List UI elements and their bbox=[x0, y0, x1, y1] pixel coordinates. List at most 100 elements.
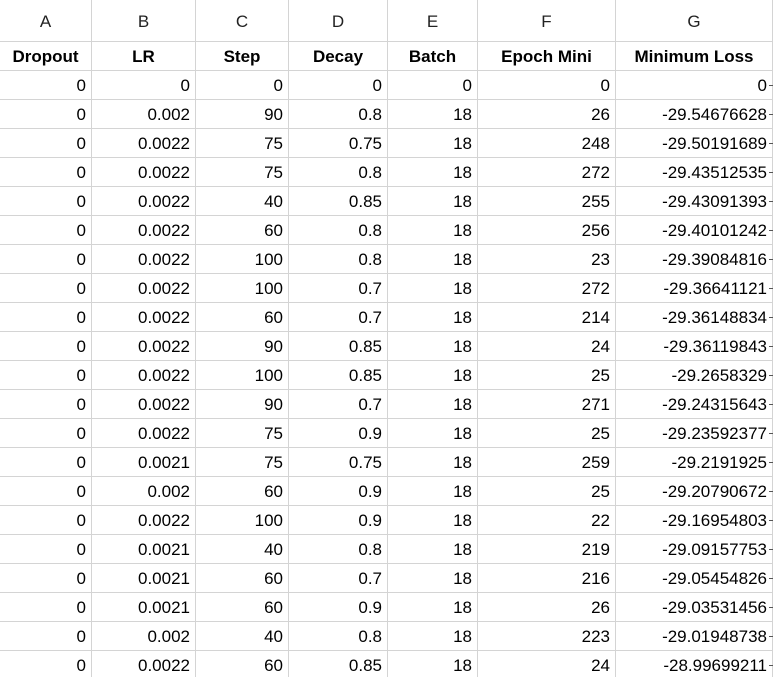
header-cell-epoch-mini[interactable]: Epoch Mini bbox=[478, 42, 616, 71]
column-letter-b[interactable]: B bbox=[92, 0, 196, 41]
cell-step[interactable]: 100 bbox=[196, 361, 289, 390]
cell-dropout[interactable]: 0 bbox=[0, 361, 92, 390]
cell-minimum-loss[interactable]: -29.36119843 bbox=[616, 332, 773, 361]
cell-lr[interactable]: 0.0022 bbox=[92, 390, 196, 419]
cell-step[interactable]: 40 bbox=[196, 187, 289, 216]
cell-decay[interactable]: 0.8 bbox=[289, 158, 388, 187]
cell-dropout[interactable]: 0 bbox=[0, 274, 92, 303]
cell-lr[interactable]: 0.002 bbox=[92, 100, 196, 129]
cell-batch[interactable]: 18 bbox=[388, 100, 478, 129]
cell-step[interactable]: 60 bbox=[196, 651, 289, 677]
cell-minimum-loss[interactable]: -29.03531456 bbox=[616, 593, 773, 622]
cell-batch[interactable]: 18 bbox=[388, 477, 478, 506]
cell-dropout[interactable]: 0 bbox=[0, 129, 92, 158]
cell-minimum-loss[interactable]: -29.05454826 bbox=[616, 564, 773, 593]
header-cell-batch[interactable]: Batch bbox=[388, 42, 478, 71]
cell-minimum-loss[interactable]: -29.2658329 bbox=[616, 361, 773, 390]
cell-dropout[interactable]: 0 bbox=[0, 506, 92, 535]
cell-batch[interactable]: 18 bbox=[388, 332, 478, 361]
cell-minimum-loss[interactable]: -29.20790672 bbox=[616, 477, 773, 506]
cell-step[interactable]: 60 bbox=[196, 216, 289, 245]
cell-epoch-mini[interactable]: 248 bbox=[478, 129, 616, 158]
cell-lr[interactable]: 0.0021 bbox=[92, 564, 196, 593]
cell-decay[interactable]: 0.85 bbox=[289, 332, 388, 361]
cell-lr[interactable]: 0.0022 bbox=[92, 129, 196, 158]
cell-batch[interactable]: 18 bbox=[388, 216, 478, 245]
cell-dropout[interactable]: 0 bbox=[0, 477, 92, 506]
cell-epoch-mini[interactable]: 23 bbox=[478, 245, 616, 274]
cell-step[interactable]: 75 bbox=[196, 448, 289, 477]
cell-minimum-loss[interactable]: -29.50191689 bbox=[616, 129, 773, 158]
cell-dropout[interactable]: 0 bbox=[0, 419, 92, 448]
cell-decay[interactable]: 0.9 bbox=[289, 506, 388, 535]
cell-lr[interactable]: 0.0022 bbox=[92, 303, 196, 332]
cell-lr[interactable]: 0.0022 bbox=[92, 506, 196, 535]
cell-minimum-loss[interactable]: -29.01948738 bbox=[616, 622, 773, 651]
cell-dropout[interactable]: 0 bbox=[0, 100, 92, 129]
cell-minimum-loss[interactable]: -29.24315643 bbox=[616, 390, 773, 419]
cell-batch[interactable]: 18 bbox=[388, 564, 478, 593]
cell-step[interactable]: 60 bbox=[196, 564, 289, 593]
cell-step[interactable]: 75 bbox=[196, 158, 289, 187]
cell-decay[interactable]: 0.85 bbox=[289, 187, 388, 216]
cell-step[interactable]: 90 bbox=[196, 332, 289, 361]
cell-decay[interactable]: 0.8 bbox=[289, 622, 388, 651]
cell-step[interactable]: 90 bbox=[196, 390, 289, 419]
header-cell-decay[interactable]: Decay bbox=[289, 42, 388, 71]
cell-decay[interactable]: 0.9 bbox=[289, 477, 388, 506]
column-letter-d[interactable]: D bbox=[289, 0, 388, 41]
cell-step[interactable]: 60 bbox=[196, 593, 289, 622]
cell-epoch-mini[interactable]: 219 bbox=[478, 535, 616, 564]
cell-batch[interactable]: 18 bbox=[388, 129, 478, 158]
cell-dropout[interactable]: 0 bbox=[0, 622, 92, 651]
cell-step[interactable]: 90 bbox=[196, 100, 289, 129]
cell-batch[interactable]: 18 bbox=[388, 158, 478, 187]
cell-epoch-mini[interactable]: 272 bbox=[478, 158, 616, 187]
cell-batch[interactable]: 18 bbox=[388, 303, 478, 332]
cell-epoch-mini[interactable]: 25 bbox=[478, 361, 616, 390]
cell-decay[interactable]: 0.85 bbox=[289, 361, 388, 390]
cell-batch[interactable]: 18 bbox=[388, 274, 478, 303]
column-letter-g[interactable]: G bbox=[616, 0, 773, 41]
cell-epoch-mini[interactable]: 256 bbox=[478, 216, 616, 245]
cell-batch[interactable]: 18 bbox=[388, 245, 478, 274]
cell-batch[interactable]: 18 bbox=[388, 390, 478, 419]
cell-minimum-loss[interactable]: -29.09157753 bbox=[616, 535, 773, 564]
cell-decay[interactable]: 0.7 bbox=[289, 564, 388, 593]
cell-step[interactable]: 100 bbox=[196, 245, 289, 274]
cell-lr[interactable]: 0.0022 bbox=[92, 216, 196, 245]
cell-minimum-loss[interactable]: -29.36641121 bbox=[616, 274, 773, 303]
cell-step[interactable]: 100 bbox=[196, 274, 289, 303]
cell-lr[interactable]: 0.0022 bbox=[92, 651, 196, 677]
cell-lr[interactable]: 0.002 bbox=[92, 477, 196, 506]
cell-batch[interactable]: 18 bbox=[388, 593, 478, 622]
cell-epoch-mini[interactable]: 259 bbox=[478, 448, 616, 477]
cell-dropout[interactable]: 0 bbox=[0, 303, 92, 332]
cell-minimum-loss[interactable]: -29.16954803 bbox=[616, 506, 773, 535]
cell-decay[interactable]: 0.8 bbox=[289, 245, 388, 274]
cell-lr[interactable]: 0.0021 bbox=[92, 593, 196, 622]
cell-batch[interactable]: 18 bbox=[388, 622, 478, 651]
cell-step[interactable]: 60 bbox=[196, 303, 289, 332]
cell-epoch-mini[interactable]: 24 bbox=[478, 332, 616, 361]
cell-lr[interactable]: 0.0022 bbox=[92, 361, 196, 390]
cell-decay[interactable]: 0.8 bbox=[289, 535, 388, 564]
cell-dropout[interactable]: 0 bbox=[0, 332, 92, 361]
cell-epoch-mini[interactable]: 22 bbox=[478, 506, 616, 535]
cell-epoch-mini[interactable]: 214 bbox=[478, 303, 616, 332]
cell-step[interactable]: 75 bbox=[196, 419, 289, 448]
cell-minimum-loss[interactable]: -29.43091393 bbox=[616, 187, 773, 216]
cell-decay[interactable]: 0 bbox=[289, 71, 388, 100]
cell-decay[interactable]: 0.7 bbox=[289, 390, 388, 419]
column-letter-a[interactable]: A bbox=[0, 0, 92, 41]
cell-batch[interactable]: 18 bbox=[388, 506, 478, 535]
cell-decay[interactable]: 0.75 bbox=[289, 448, 388, 477]
cell-minimum-loss[interactable]: -29.40101242 bbox=[616, 216, 773, 245]
cell-dropout[interactable]: 0 bbox=[0, 564, 92, 593]
cell-lr[interactable]: 0.0022 bbox=[92, 419, 196, 448]
cell-step[interactable]: 40 bbox=[196, 622, 289, 651]
cell-lr[interactable]: 0.0022 bbox=[92, 245, 196, 274]
column-letter-e[interactable]: E bbox=[388, 0, 478, 41]
cell-epoch-mini[interactable]: 255 bbox=[478, 187, 616, 216]
cell-dropout[interactable]: 0 bbox=[0, 390, 92, 419]
